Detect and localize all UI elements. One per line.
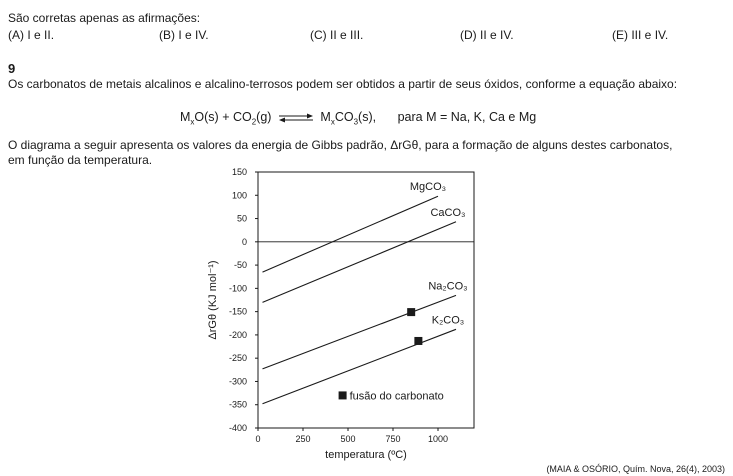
y-tick-label: -100: [229, 283, 247, 293]
statement-text: São corretas apenas as afirmações:: [8, 11, 201, 25]
option-b: (B) I e IV.: [159, 28, 209, 42]
option-letter: (B): [159, 28, 175, 42]
series-line: [262, 294, 457, 370]
x-tick-label: 750: [385, 434, 400, 444]
legend-marker: [338, 391, 347, 400]
y-tick-label: -150: [229, 307, 247, 317]
diagram-description-line1: O diagrama a seguir apresenta os valores…: [8, 138, 673, 152]
fusion-marker: [414, 336, 423, 345]
y-tick-label: 100: [232, 190, 247, 200]
equilibrium-arrow-icon: [278, 113, 313, 123]
y-tick-label: -350: [229, 400, 247, 410]
option-text: II e IV.: [480, 28, 514, 42]
question-number: 9: [8, 61, 16, 76]
option-text: I e IV.: [178, 28, 209, 42]
option-c: (C) II e III.: [310, 28, 363, 42]
x-tick-label: 1000: [428, 434, 448, 444]
series-line: [262, 221, 457, 303]
option-text: I e II.: [27, 28, 55, 42]
series-label: MgCO₃: [410, 181, 446, 193]
series-label: CaCO₃: [430, 207, 465, 219]
chemical-equation: MxO(s) + CO2(g) MxCO3(s), para M = Na, K…: [180, 110, 537, 127]
option-letter: (A): [8, 28, 24, 42]
x-tick-label: 0: [255, 434, 260, 444]
y-tick-label: 150: [232, 167, 247, 177]
fusion-marker: [407, 308, 416, 317]
source-citation: (MAIA & OSÓRIO, Quím. Nova, 26(4), 2003): [546, 464, 725, 474]
y-tick-label: -200: [229, 330, 247, 340]
gibbs-energy-chart: 150100500-50-100-150-200-250-300-350-400…: [207, 167, 475, 461]
x-tick-label: 250: [295, 434, 310, 444]
x-tick-label: 500: [340, 434, 355, 444]
y-tick-label: -300: [229, 376, 247, 386]
option-letter: (E): [612, 28, 628, 42]
option-text: II e III.: [330, 28, 364, 42]
y-tick-label: -50: [234, 260, 247, 270]
option-a: (A) I e II.: [8, 28, 54, 42]
option-letter: (D): [460, 28, 477, 42]
legend-label: fusão do carbonato: [350, 390, 444, 402]
y-tick-label: 50: [237, 214, 247, 224]
option-e: (E) III e IV.: [612, 28, 668, 42]
series-label: Na₂CO₃: [428, 280, 467, 292]
y-axis-label: ΔrGθ (KJ mol⁻¹): [207, 260, 219, 339]
question-text: Os carbonatos de metais alcalinos e alca…: [8, 77, 678, 91]
y-tick-label: 0: [242, 237, 247, 247]
diagram-description-line2: em função da temperatura.: [8, 153, 153, 167]
x-axis-label: temperatura (ºC): [325, 449, 407, 461]
series-line: [262, 328, 457, 405]
option-letter: (C): [310, 28, 327, 42]
series-line: [262, 195, 439, 273]
plot-frame: [257, 171, 475, 429]
option-d: (D) II e IV.: [460, 28, 514, 42]
option-text: III e IV.: [631, 28, 669, 42]
series-label: K₂CO₃: [432, 314, 465, 326]
equation-condition: para M = Na, K, Ca e Mg: [397, 110, 537, 124]
y-tick-label: -250: [229, 353, 247, 363]
y-tick-label: -400: [229, 423, 247, 433]
